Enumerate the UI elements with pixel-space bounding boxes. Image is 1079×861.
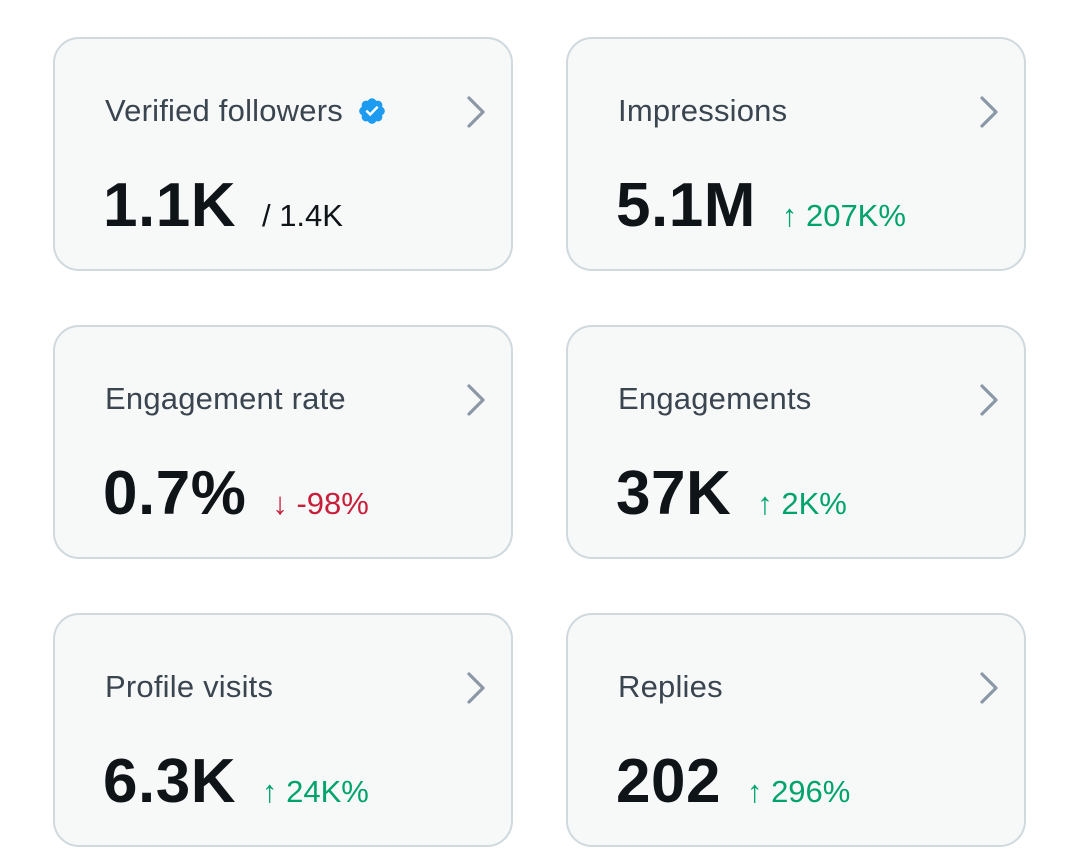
engagement-rate-card[interactable]: Engagement rate 0.7% ↓ -98%: [53, 325, 513, 559]
card-title: Profile visits: [105, 669, 273, 705]
card-title-label: Verified followers: [105, 93, 343, 128]
verified-followers-card[interactable]: Verified followers 1.1K / 1.4K: [53, 37, 513, 271]
metric-row: 5.1M ↑ 207K%: [616, 171, 906, 241]
metric-value: 37K: [616, 459, 732, 528]
metric-change: ↑ 2K%: [757, 486, 847, 521]
card-title-label: Profile visits: [105, 669, 274, 704]
chevron-right-icon: [980, 672, 998, 704]
metric-total: / 1.4K: [261, 198, 343, 233]
chevron-right-icon: [467, 384, 485, 416]
card-title: Impressions: [618, 93, 787, 129]
profile-visits-card[interactable]: Profile visits 6.3K ↑ 24K%: [53, 613, 513, 847]
chevron-right-icon: [467, 96, 485, 128]
metric-value: 202: [616, 747, 721, 816]
card-title-label: Impressions: [618, 93, 788, 128]
metric-row: 37K ↑ 2K%: [616, 459, 847, 529]
card-title: Verified followers: [105, 93, 387, 129]
chevron-right-icon: [467, 672, 485, 704]
card-title-label: Engagement rate: [105, 381, 346, 416]
metric-change: ↑ 296%: [746, 774, 851, 809]
chevron-right-icon: [980, 384, 998, 416]
verified-badge-icon: [359, 98, 385, 124]
impressions-card[interactable]: Impressions 5.1M ↑ 207K%: [566, 37, 1026, 271]
metric-value: 6.3K: [103, 747, 236, 816]
metric-value: 1.1K: [103, 171, 236, 240]
metric-row: 1.1K / 1.4K: [103, 171, 343, 241]
card-title: Engagements: [618, 381, 812, 417]
card-title: Engagement rate: [105, 381, 346, 417]
metric-row: 6.3K ↑ 24K%: [103, 747, 369, 817]
engagements-card[interactable]: Engagements 37K ↑ 2K%: [566, 325, 1026, 559]
replies-card[interactable]: Replies 202 ↑ 296%: [566, 613, 1026, 847]
metric-value: 0.7%: [103, 459, 247, 528]
metric-value: 5.1M: [616, 171, 756, 240]
card-title-label: Replies: [618, 669, 723, 704]
metric-change: ↓ -98%: [272, 486, 369, 521]
metric-row: 202 ↑ 296%: [616, 747, 850, 817]
metric-change: ↑ 207K%: [781, 198, 906, 233]
card-title: Replies: [618, 669, 723, 705]
metric-change: ↑ 24K%: [261, 774, 369, 809]
card-title-label: Engagements: [618, 381, 812, 416]
chevron-right-icon: [980, 96, 998, 128]
metric-row: 0.7% ↓ -98%: [103, 459, 369, 529]
